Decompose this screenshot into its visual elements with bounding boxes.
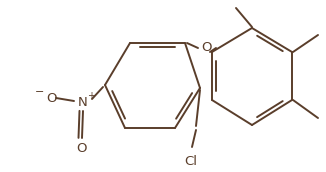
Text: +: + [87,91,95,101]
Text: O: O [47,92,57,105]
Text: Cl: Cl [185,155,198,168]
Text: O: O [77,142,87,154]
Text: N: N [78,96,88,110]
Text: −: − [35,87,45,97]
Text: O: O [202,40,212,53]
